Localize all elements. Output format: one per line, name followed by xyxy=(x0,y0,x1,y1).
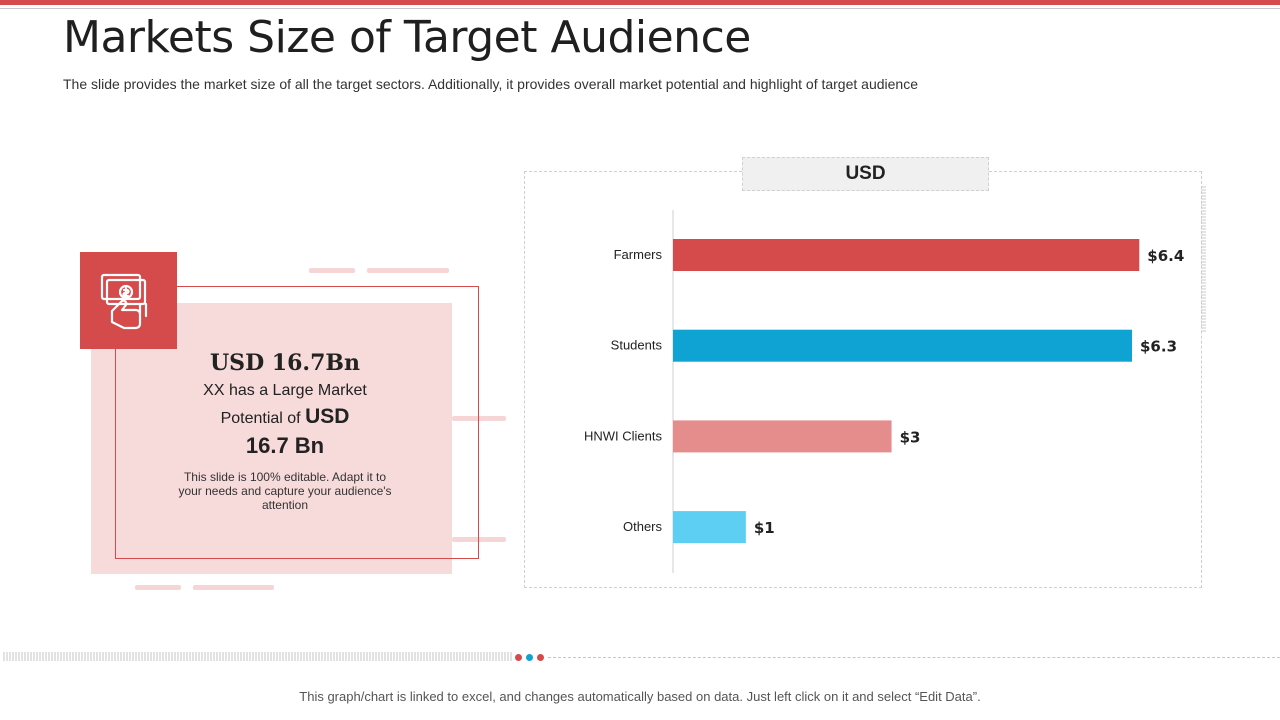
card-line-2-emph: USD xyxy=(305,405,350,428)
decor-dash xyxy=(309,268,355,273)
category-label: Others xyxy=(623,519,663,534)
category-label: HNWI Clients xyxy=(584,428,663,443)
category-label: Students xyxy=(611,338,663,353)
decor-dot xyxy=(526,654,533,661)
data-label: $6.3 xyxy=(1140,338,1177,356)
card-icon-tile xyxy=(80,252,177,349)
card-line-2-prefix: Potential of xyxy=(220,410,301,427)
top-accent-bar xyxy=(0,0,1280,5)
card-line-2: Potential of USD xyxy=(176,404,394,432)
decor-dash xyxy=(193,585,274,590)
top-divider xyxy=(0,8,1280,9)
page-subtitle: The slide provides the market size of al… xyxy=(63,76,918,92)
card-line-1: XX has a Large Market xyxy=(203,382,367,399)
chart-title: USD xyxy=(742,157,989,191)
decor-scale-strip xyxy=(1201,186,1206,332)
decor-dot xyxy=(537,654,544,661)
footer-note: This graph/chart is linked to excel, and… xyxy=(299,689,981,704)
market-potential-text: USD 16.7Bn XX has a Large Market Potenti… xyxy=(176,348,394,512)
decor-dash xyxy=(452,416,506,421)
decor-dashed-line xyxy=(548,657,1280,658)
decor-dash xyxy=(452,537,506,542)
card-line-3: 16.7 Bn xyxy=(245,433,325,458)
bar-hnwi-clients[interactable] xyxy=(673,420,892,453)
decor-dash xyxy=(135,585,181,590)
data-label: $1 xyxy=(754,519,775,537)
card-outline xyxy=(115,286,479,559)
bar-others[interactable] xyxy=(673,511,746,544)
decor-dash xyxy=(367,268,449,273)
bar-farmers[interactable] xyxy=(673,239,1140,271)
bar-students[interactable] xyxy=(673,329,1132,362)
card-heading: USD 16.7Bn xyxy=(210,350,360,376)
category-label: Farmers xyxy=(614,247,663,262)
data-label: $3 xyxy=(900,428,921,446)
decor-dot xyxy=(515,654,522,661)
card-note: This slide is 100% editable. Adapt it to… xyxy=(178,470,392,512)
decor-tick-strip xyxy=(3,652,512,661)
data-label: $6.4 xyxy=(1147,247,1184,265)
page-title: Markets Size of Target Audience xyxy=(63,12,751,63)
money-hand-icon xyxy=(100,273,147,329)
